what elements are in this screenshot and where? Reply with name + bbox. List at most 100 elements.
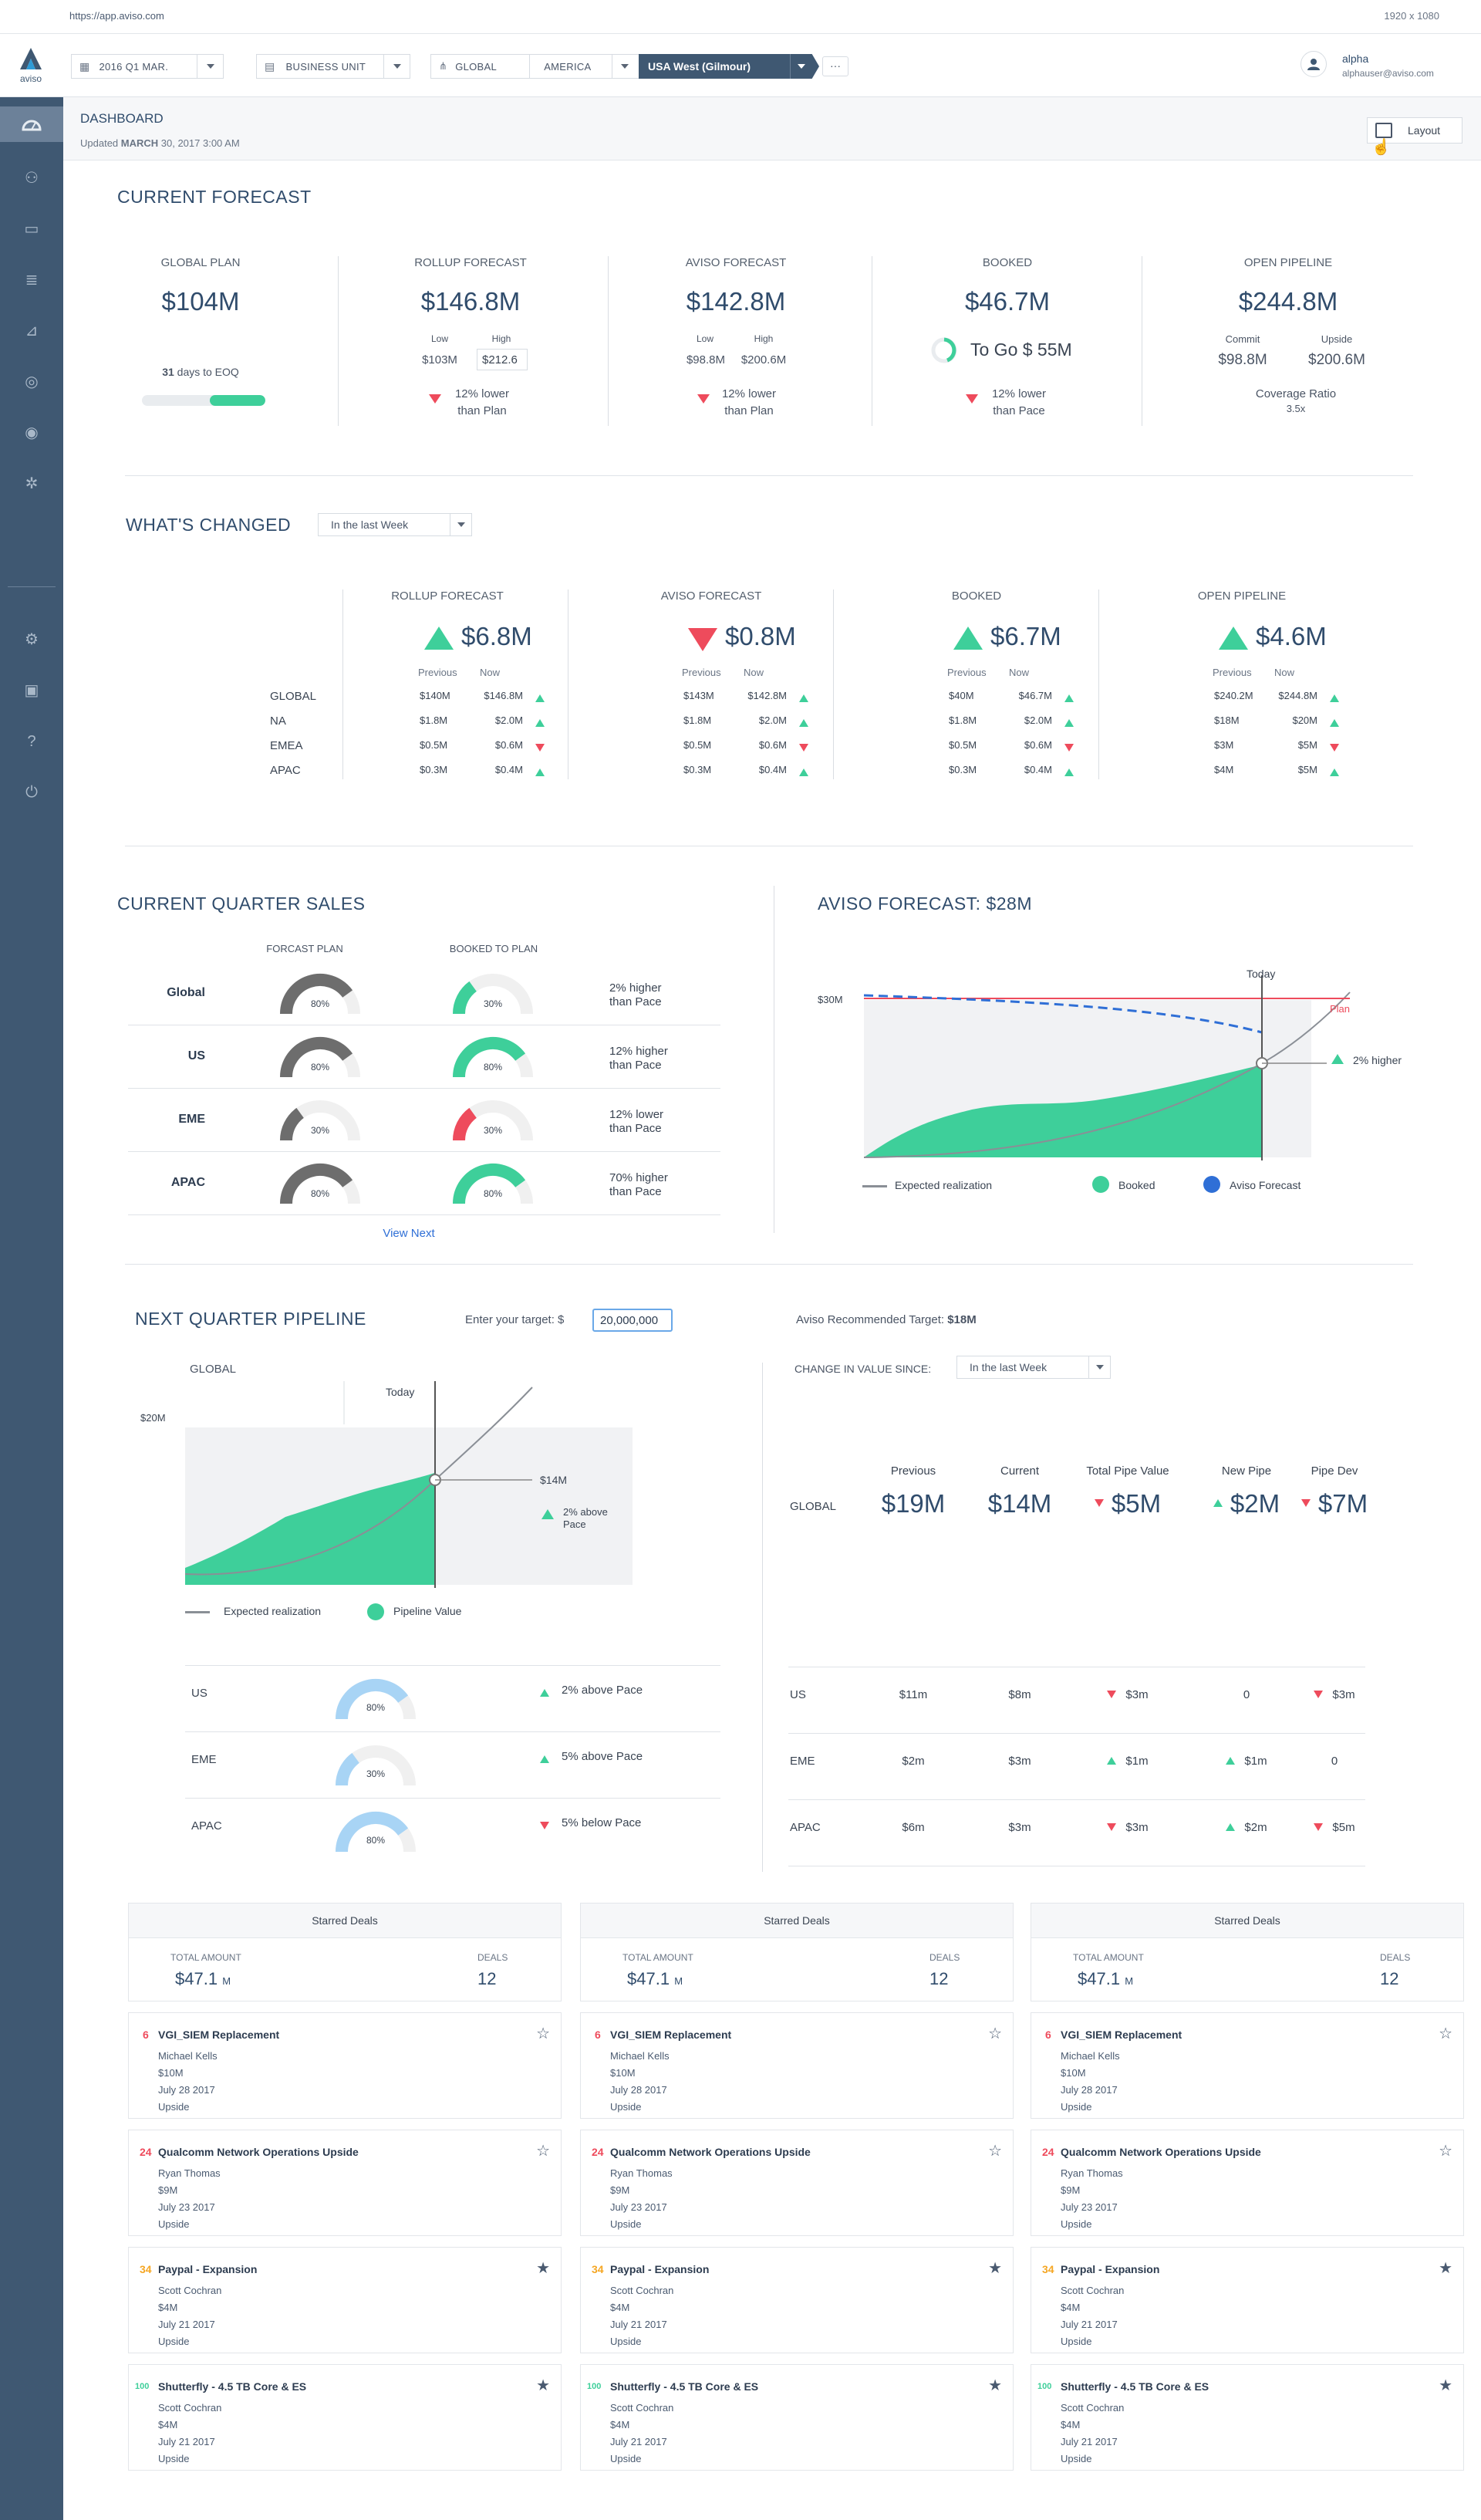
power-icon[interactable]: ⏻ [25, 784, 38, 801]
change-cell: $3m [1074, 1821, 1182, 1834]
deal-card[interactable]: 34 Paypal - Expansion Scott Cochran $4M July… [1031, 2247, 1464, 2353]
deal-card[interactable]: 34 Paypal - Expansion Scott Cochran $4M July… [128, 2247, 562, 2353]
deal-name: VGI_SIEM Replacement [610, 2028, 732, 2041]
now-header: Now [744, 667, 764, 678]
gauge-label: 80% [483, 1062, 503, 1073]
gear-icon[interactable]: ⚙ [25, 631, 39, 648]
deal-category: Upside [1061, 2101, 1092, 2113]
star-icon[interactable]: ☆ [988, 2143, 1002, 2160]
chart-icon[interactable]: ⊿ [25, 323, 39, 339]
global-plan-value: $104M [161, 287, 240, 316]
help-icon[interactable]: ? [27, 733, 36, 750]
deal-date: July 23 2017 [1061, 2201, 1118, 2213]
deal-category: Upside [1061, 2218, 1092, 2230]
more-button[interactable]: ··· [822, 56, 848, 76]
star-icon[interactable]: ★ [536, 2377, 550, 2394]
down-arrow-icon [1064, 741, 1074, 755]
deal-date: July 23 2017 [610, 2201, 667, 2213]
deal-card[interactable]: 24 Qualcomm Network Operations Upside Ryan… [128, 2130, 562, 2236]
region-label: GLOBAL [270, 690, 317, 703]
nqp-row-note: 2% above Pace [562, 1684, 643, 1697]
deal-amount: $4M [1061, 2302, 1081, 2313]
change-cell: $3m [966, 1755, 1074, 1768]
target-input[interactable]: 20,000,000 [592, 1309, 673, 1332]
down-arrow-icon [697, 394, 710, 407]
above-pace-label: 2% above Pace [563, 1506, 608, 1530]
star-icon[interactable]: ★ [1439, 2260, 1452, 2277]
target-icon[interactable]: ◎ [25, 373, 39, 390]
previous-header: Previous [947, 667, 987, 678]
change-cell: $2m [1193, 1821, 1301, 1834]
star-icon[interactable]: ★ [1439, 2377, 1452, 2394]
deal-card[interactable]: 34 Paypal - Expansion Scott Cochran $4M July… [580, 2247, 1014, 2353]
previous-header: Previous [418, 667, 457, 678]
settings-people-icon[interactable]: ✲ [25, 475, 39, 492]
avatar[interactable] [1301, 51, 1327, 77]
star-icon[interactable]: ☆ [536, 2143, 550, 2160]
changed-col-label: OPEN PIPELINE [1197, 589, 1287, 603]
chevron-down-icon[interactable] [612, 55, 636, 78]
coverage-label: Coverage Ratio [1255, 387, 1337, 400]
deal-card[interactable]: 6 VGI_SIEM Replacement Michael Kells $10M Ju… [580, 2012, 1014, 2119]
breadcrumb-global[interactable]: GLOBAL [455, 60, 498, 73]
business-unit-select[interactable]: ▤ BUSINESS UNIT [256, 54, 410, 79]
down-arrow-icon [966, 394, 978, 407]
deal-card[interactable]: 100 Shutterfly - 4.5 TB Core & ES Scott Co… [580, 2364, 1014, 2471]
recommended-target: Aviso Recommended Target: $18M [796, 1313, 977, 1326]
deal-date: July 21 2017 [610, 2436, 667, 2447]
deal-owner: Scott Cochran [610, 2402, 674, 2414]
change-global-cell: $5M [1058, 1489, 1197, 1518]
now-header: Now [1009, 667, 1030, 678]
deal-card[interactable]: 100 Shutterfly - 4.5 TB Core & ES Scott Co… [1031, 2364, 1464, 2471]
total-amount-label: TOTAL AMOUNT [170, 1952, 241, 1963]
deal-card[interactable]: 6 VGI_SIEM Replacement Michael Kells $10M Ju… [128, 2012, 562, 2119]
period-select[interactable]: ▦ 2016 Q1 MAR. [71, 54, 224, 79]
plan-label: Plan [1330, 1003, 1351, 1015]
breadcrumb-active[interactable]: USA West (Gilmour) [639, 54, 819, 79]
open-pipeline-value: $244.8M [1238, 287, 1338, 316]
deals-count-label: DEALS [1380, 1952, 1411, 1963]
expected-legend-swatch [862, 1185, 887, 1187]
analytics-icon[interactable]: ◉ [25, 424, 39, 441]
view-next-link[interactable]: View Next [383, 1227, 435, 1240]
deal-card[interactable]: 24 Qualcomm Network Operations Upside Ryan… [1031, 2130, 1464, 2236]
feedback-icon[interactable]: ▣ [24, 682, 39, 699]
high-input[interactable]: $212.6 [477, 349, 528, 370]
deal-rank: 34 [1042, 2263, 1054, 2275]
breadcrumb-america[interactable]: AMERICA [544, 60, 592, 73]
binoculars-icon[interactable]: ⚇ [25, 170, 39, 187]
change-value: $5m [1332, 1821, 1355, 1834]
low-label: Low [430, 333, 448, 344]
booked-note-1: 12% lower [991, 387, 1047, 400]
star-icon[interactable]: ☆ [536, 2025, 550, 2042]
star-icon[interactable]: ☆ [988, 2025, 1002, 2042]
column-divider [1098, 589, 1099, 779]
change-value: $3m [1332, 1688, 1355, 1701]
deal-name: VGI_SIEM Replacement [1061, 2028, 1182, 2041]
deal-rank: 6 [595, 2028, 601, 2041]
deal-card[interactable]: 24 Qualcomm Network Operations Upside Ryan… [580, 2130, 1014, 2236]
deal-card[interactable]: 100 Shutterfly - 4.5 TB Core & ES Scott Co… [128, 2364, 562, 2471]
deal-date: July 28 2017 [158, 2084, 215, 2096]
aviso-forecast-value: $142.8M [686, 287, 786, 316]
changed-period-select[interactable]: In the last Week [318, 513, 472, 536]
change-global-value: $19M [881, 1489, 946, 1518]
aviso-logo[interactable]: aviso [12, 46, 49, 86]
deal-card[interactable]: 6 VGI_SIEM Replacement Michael Kells $10M Ju… [1031, 2012, 1464, 2119]
forecast-plan-gauge [278, 1034, 363, 1080]
chevron-down-icon[interactable] [790, 54, 811, 79]
star-icon[interactable]: ☆ [1439, 2143, 1452, 2160]
star-icon[interactable]: ☆ [1439, 2025, 1452, 2042]
layout-button[interactable]: Layout [1367, 117, 1462, 144]
list-icon[interactable]: ≣ [25, 272, 39, 289]
url-text[interactable]: https://app.aviso.com [69, 10, 164, 22]
star-icon[interactable]: ★ [988, 2260, 1002, 2277]
up-arrow-icon [424, 627, 454, 654]
down-arrow-icon [1094, 1497, 1104, 1511]
star-icon[interactable]: ★ [988, 2377, 1002, 2394]
sidebar-item-dashboard[interactable] [0, 106, 63, 142]
star-icon[interactable]: ★ [536, 2260, 550, 2277]
money-icon[interactable]: ▭ [24, 221, 39, 238]
change-period-select[interactable]: In the last Week [956, 1356, 1111, 1379]
deal-owner: Michael Kells [158, 2050, 218, 2062]
